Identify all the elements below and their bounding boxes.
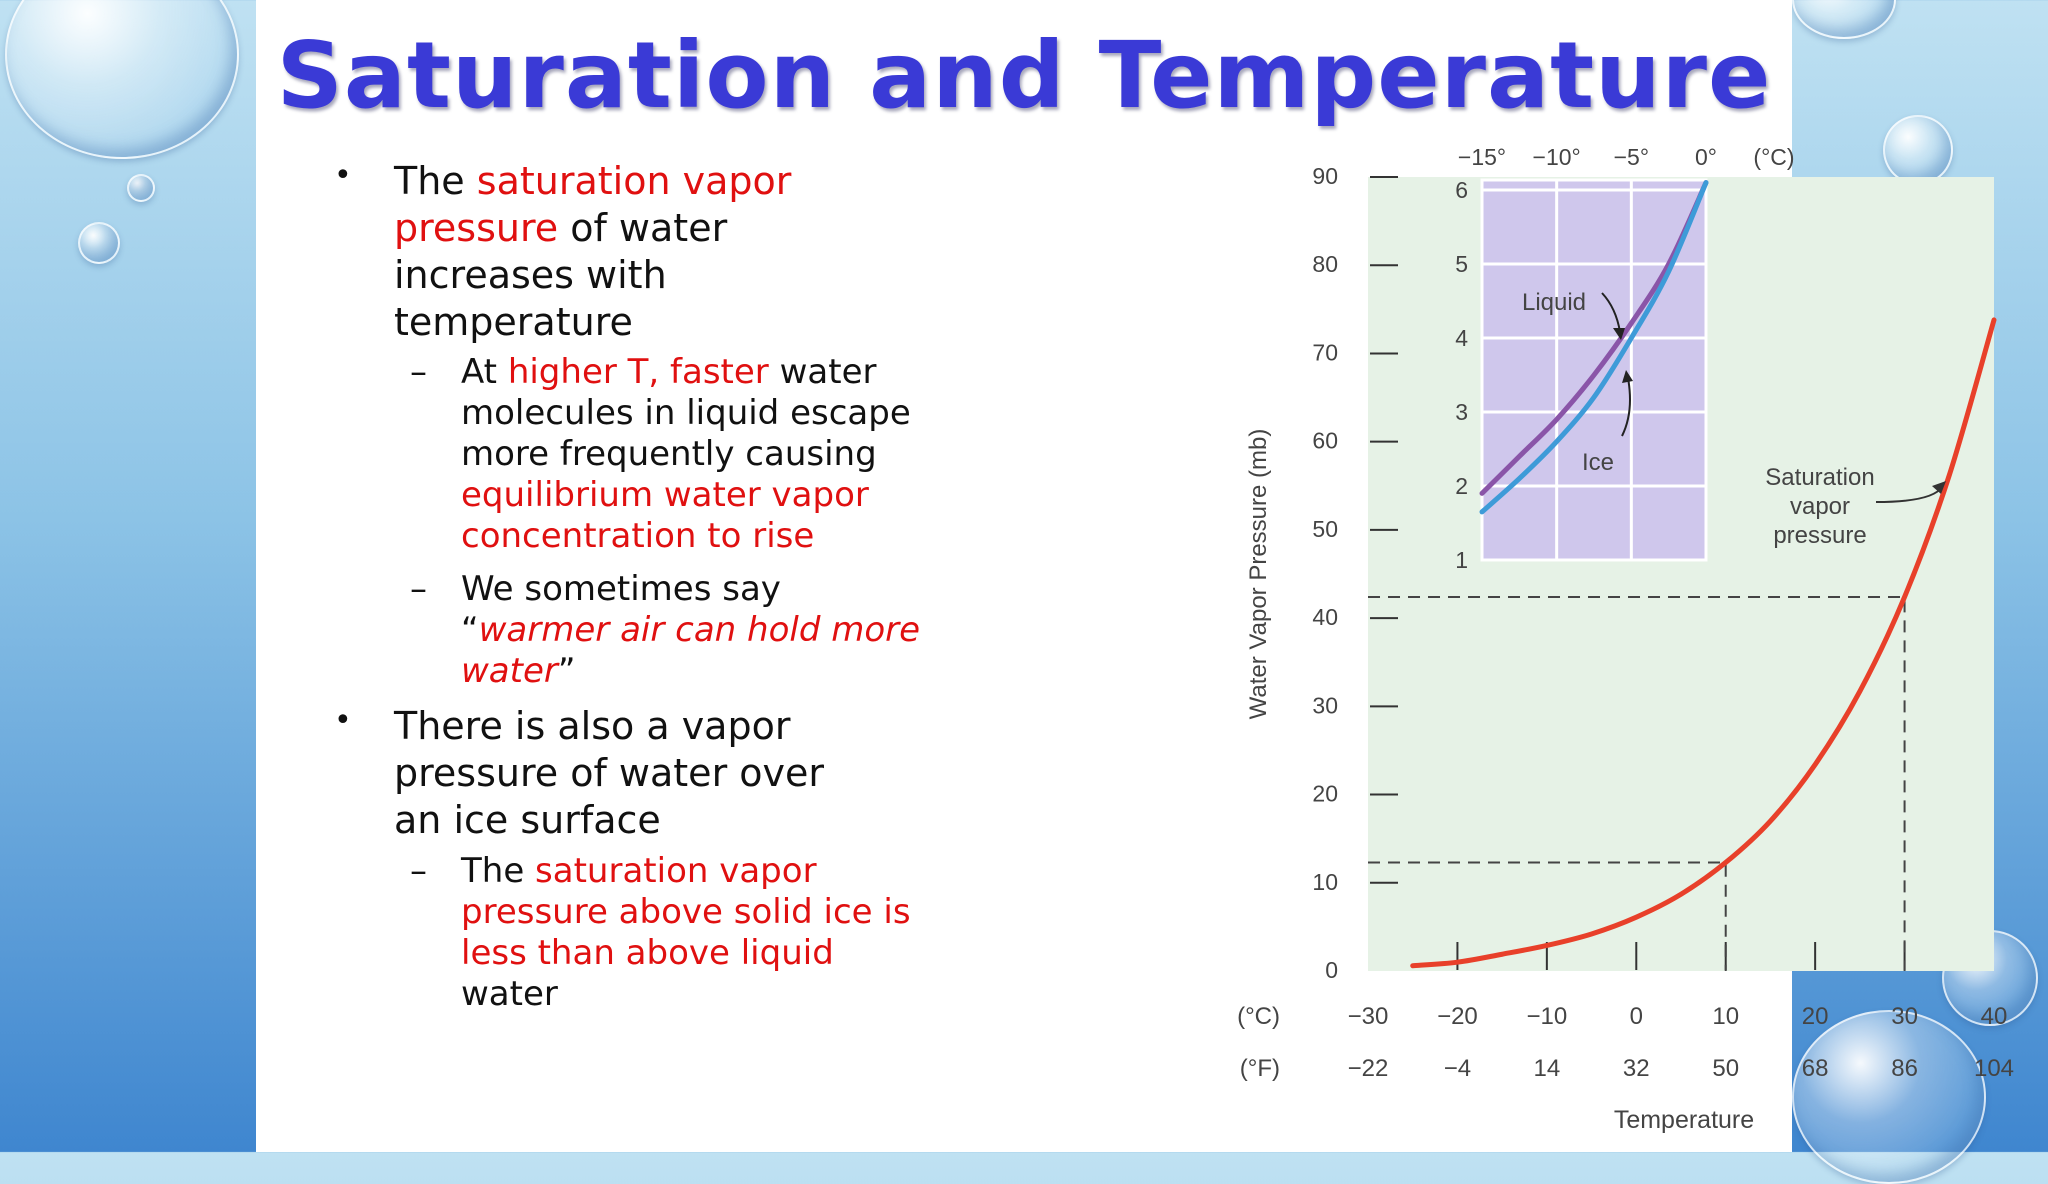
text-run: water (461, 974, 558, 1014)
x-tick-label-fahrenheit: 86 (1891, 1055, 1918, 1082)
x-tick-label-fahrenheit: −4 (1444, 1055, 1471, 1082)
inset-y-tick-label: 5 (1455, 251, 1468, 277)
text-run-highlight: saturation vapor pressure above solid ic… (461, 851, 911, 973)
water-bubble-decoration (1792, 0, 1896, 39)
text-run: We sometimes say “ (461, 569, 781, 650)
inset-x-unit: (°C) (1753, 144, 1794, 170)
y-tick-label: 20 (1312, 781, 1338, 807)
water-bubble-decoration (1883, 115, 1953, 185)
inset-y-tick-label: 1 (1455, 547, 1468, 573)
bullet-marker: • (334, 703, 352, 738)
water-bubble-decoration (127, 174, 155, 202)
x-unit-celsius: (°C) (1237, 1003, 1280, 1030)
x-tick-label-fahrenheit: −22 (1348, 1055, 1389, 1082)
bullet-1-sub-2-text: We sometimes say “warmer air can hold mo… (461, 569, 931, 692)
y-tick-label: 0 (1325, 957, 1338, 983)
sub-bullet-marker: – (410, 352, 427, 392)
bullet-marker: • (334, 158, 352, 193)
reference-dashed-line (1368, 861, 1727, 971)
x-tick-label-fahrenheit: 104 (1974, 1055, 2014, 1082)
inset-y-tick-label: 3 (1455, 399, 1468, 425)
x-tick-label-fahrenheit: 14 (1534, 1055, 1561, 1082)
y-tick-label: 80 (1312, 251, 1338, 277)
inset-series-line-liquid (1479, 180, 1709, 496)
slide-title: Saturation and Temperature (276, 22, 1772, 129)
x-axis-label: Temperature (1614, 1106, 1754, 1134)
x-tick-label-celsius: 30 (1891, 1003, 1918, 1030)
inset-series-line-ice (1479, 180, 1709, 515)
sub-bullet-marker: – (410, 569, 427, 609)
annotation-arrowhead (1932, 481, 1946, 494)
text-run-highlight: equilibrium water vapor concentration to… (461, 475, 869, 556)
x-tick-label-celsius: −20 (1437, 1003, 1478, 1030)
inset-plot-area (1480, 178, 1708, 562)
inset-x-tick-label: −15° (1458, 144, 1506, 170)
inset-series-label-liquid: Liquid (1522, 289, 1586, 316)
x-tick-label-celsius: −30 (1348, 1003, 1389, 1030)
y-tick-label: 40 (1312, 604, 1338, 630)
inset-label-arrowhead (1622, 370, 1633, 383)
x-tick-label-celsius: 10 (1712, 1003, 1739, 1030)
text-run: of water increases with temperature (394, 206, 728, 344)
bullet-2-text: There is also a vapor pressure of water … (394, 703, 854, 844)
inset-label-arrow (1621, 377, 1631, 437)
x-tick-label-celsius: 40 (1981, 1003, 2008, 1030)
reference-dashed-line (1368, 595, 1906, 971)
text-run: ” (557, 651, 576, 691)
text-run: There is also a vapor pressure of water … (394, 704, 825, 842)
text-run: water molecules in liquid escape more fr… (461, 352, 911, 474)
text-run: The (394, 159, 477, 203)
y-tick-label: 70 (1312, 339, 1338, 365)
x-tick-label-fahrenheit: 50 (1712, 1055, 1739, 1082)
x-tick-label-celsius: 0 (1630, 1003, 1643, 1030)
annotation-label: Saturation (1765, 464, 1874, 491)
inset-x-tick-label: 0° (1695, 144, 1717, 170)
series-line-saturation-vapor-pressure (1410, 317, 1997, 969)
y-tick-label: 60 (1312, 428, 1338, 454)
bullet-1-sub-1-text: At higher T, faster water molecules in l… (461, 352, 931, 557)
water-bubble-decoration (78, 222, 120, 264)
inset-x-tick-label: −5° (1614, 144, 1649, 170)
inset-x-tick-label: −10° (1533, 144, 1581, 170)
text-run: The (461, 851, 536, 891)
y-tick-label: 10 (1312, 869, 1338, 895)
inset-series-label-ice: Ice (1582, 449, 1614, 476)
x-unit-fahrenheit: (°F) (1240, 1055, 1280, 1082)
text-run-highlight: saturation vapor pressure (394, 159, 792, 250)
x-tick-label-fahrenheit: 68 (1802, 1055, 1829, 1082)
text-run: At (461, 352, 508, 392)
y-tick-label: 50 (1312, 516, 1338, 542)
text-run-highlight: warmer air can hold more water (461, 610, 921, 691)
y-tick-label: 30 (1312, 692, 1338, 718)
bullet-2-sub-1-text: The saturation vapor pressure above soli… (461, 851, 931, 1015)
y-tick-label: 90 (1312, 163, 1338, 189)
text-run-highlight: higher T, faster (507, 352, 769, 392)
annotation-label: vapor (1790, 493, 1850, 520)
x-tick-label-fahrenheit: 32 (1623, 1055, 1650, 1082)
inset-y-tick-label: 2 (1455, 473, 1468, 499)
inset-y-tick-label: 6 (1455, 177, 1468, 203)
bullet-1-text: The saturation vapor pressure of water i… (394, 158, 854, 346)
inset-y-tick-label: 4 (1455, 325, 1468, 351)
water-bubble-decoration (5, 0, 239, 159)
slide: Saturation and Temperature • The saturat… (256, 0, 2014, 1152)
sub-bullet-marker: – (410, 851, 427, 891)
x-tick-label-celsius: −10 (1526, 1003, 1567, 1030)
x-tick-label-celsius: 20 (1802, 1003, 1829, 1030)
inset-label-arrowhead (1613, 328, 1625, 340)
annotation-label: pressure (1773, 522, 1866, 549)
y-axis-label: Water Vapor Pressure (mb) (1245, 429, 1272, 720)
